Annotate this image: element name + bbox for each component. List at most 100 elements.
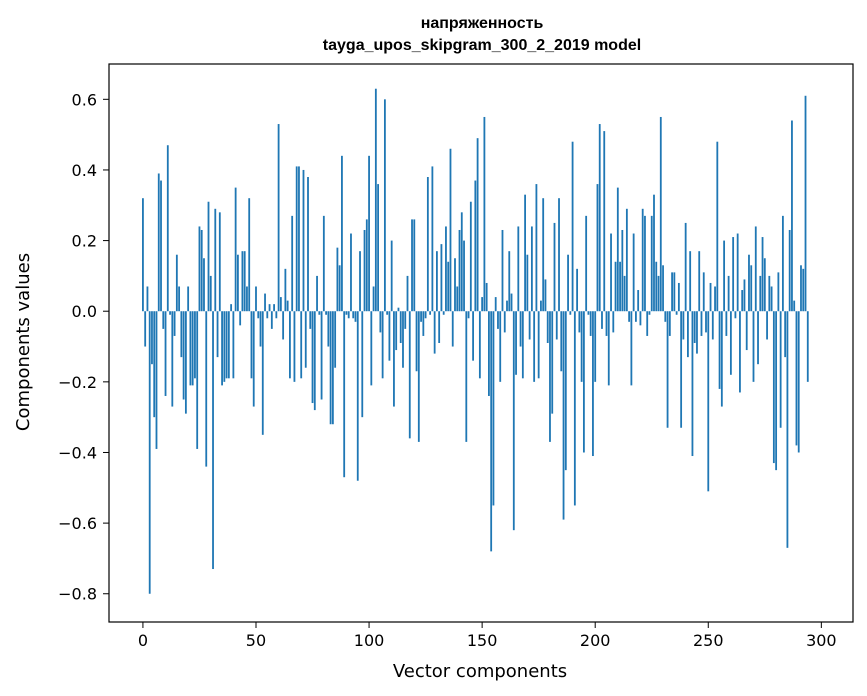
bar-component-143	[465, 311, 468, 442]
bar-component-186	[562, 311, 565, 520]
bar-component-142	[463, 240, 465, 312]
bar-component-128	[431, 166, 434, 312]
bar-component-70	[300, 311, 303, 379]
bar-component-108	[386, 311, 389, 315]
bar-component-177	[542, 198, 545, 312]
bar-component-250	[707, 311, 710, 492]
bar-component-42	[237, 254, 239, 312]
bar-component-86	[336, 247, 339, 312]
bar-component-274	[761, 237, 764, 312]
bar-component-289	[795, 311, 798, 446]
bar-component-253	[714, 286, 716, 312]
bar-component-121	[415, 311, 418, 372]
x-axis-ticks: 0 50 100 150 200 250 300	[138, 622, 837, 650]
bar-component-267	[745, 311, 748, 351]
bar-component-0	[142, 198, 144, 312]
chart-title-line-1: напряженность	[421, 15, 544, 32]
bar-component-111	[393, 311, 395, 407]
bar-component-278	[770, 286, 773, 312]
bar-component-82	[327, 311, 330, 347]
bar-component-35	[221, 311, 223, 386]
bar-component-219	[637, 290, 640, 312]
bar-component-190	[571, 141, 574, 312]
bar-component-287	[791, 120, 793, 312]
bar-component-156	[494, 297, 497, 312]
bar-component-8	[160, 180, 162, 312]
bar-component-76	[313, 311, 316, 411]
bar-component-109	[388, 311, 391, 361]
x-tick-label: 0	[138, 631, 148, 650]
bar-component-120	[413, 219, 416, 312]
y-tick-label: −0.4	[58, 443, 97, 462]
bar-component-158	[499, 311, 502, 382]
bar-component-247	[700, 311, 703, 336]
bar-component-45	[243, 251, 246, 312]
bar-component-176	[540, 300, 542, 312]
bar-component-43	[239, 311, 242, 326]
bar-component-275	[763, 258, 766, 312]
bar-component-232	[666, 311, 669, 428]
bar-component-5	[153, 311, 156, 418]
plot-area-frame	[108, 63, 854, 623]
bar-component-16	[178, 286, 181, 312]
bar-component-103	[374, 88, 377, 312]
bar-component-23	[194, 311, 196, 379]
bar-component-163	[510, 293, 513, 312]
bar-component-77	[316, 275, 318, 312]
bar-component-136	[449, 148, 452, 312]
bar-component-146	[472, 311, 474, 361]
bar-component-138	[454, 258, 456, 312]
bar-component-126	[426, 177, 429, 312]
bar-component-235	[673, 272, 676, 312]
bar-component-273	[759, 275, 762, 312]
bar-component-236	[675, 311, 678, 315]
bar-component-171	[528, 311, 531, 340]
bar-component-291	[800, 265, 802, 312]
bar-component-100	[368, 155, 370, 312]
bar-component-222	[644, 215, 646, 312]
bar-component-294	[806, 311, 809, 382]
bar-component-164	[512, 311, 515, 531]
bar-component-106	[381, 311, 384, 379]
bar-component-242	[689, 251, 692, 312]
bar-component-196	[585, 215, 588, 312]
bar-component-170	[526, 254, 529, 312]
bar-component-83	[329, 311, 332, 425]
bar-component-84	[331, 311, 334, 425]
bar-component-9	[162, 311, 165, 329]
bar-component-101	[370, 311, 373, 386]
bar-component-187	[564, 311, 567, 471]
bar-component-220	[639, 311, 642, 326]
bar-component-85	[334, 311, 337, 368]
chart-title-line-2: tayga_upos_skipgram_300_2_2019 model	[323, 37, 641, 54]
bar-component-192	[576, 268, 579, 312]
bar-component-14	[173, 311, 176, 336]
bar-component-57	[270, 311, 273, 329]
bar-component-87	[338, 265, 341, 312]
bar-component-159	[501, 229, 504, 312]
bar-component-229	[659, 116, 662, 312]
bar-component-281	[777, 272, 780, 312]
bar-component-227	[655, 261, 658, 312]
bar-component-132	[440, 244, 443, 312]
bar-component-96	[359, 251, 361, 312]
bar-component-180	[549, 311, 551, 442]
bar-component-151	[483, 116, 486, 312]
bar-component-225	[650, 215, 653, 312]
bar-component-285	[786, 311, 789, 548]
bar-component-33	[216, 311, 219, 358]
bar-component-34	[218, 212, 221, 312]
bar-component-47	[248, 198, 251, 312]
bar-component-49	[252, 311, 255, 407]
bar-component-266	[743, 279, 746, 312]
bar-component-22	[191, 311, 194, 386]
bar-component-38	[227, 311, 230, 379]
y-tick-label: −0.6	[58, 514, 97, 533]
bar-component-245	[696, 311, 698, 354]
bar-component-71	[302, 169, 305, 312]
bar-component-32	[214, 208, 217, 312]
bar-component-144	[467, 311, 470, 319]
bar-component-168	[521, 311, 524, 379]
bar-component-80	[322, 215, 325, 312]
bar-component-284	[784, 311, 787, 358]
